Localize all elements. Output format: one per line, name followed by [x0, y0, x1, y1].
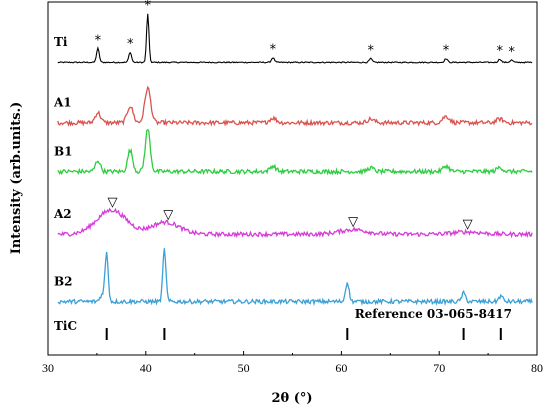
peak-marker-ti-5: * — [443, 44, 450, 59]
series-line-b2 — [57, 248, 533, 307]
peak-marker-a2-2: ▽ — [348, 215, 358, 230]
x-axis-title: 2θ (°) — [271, 391, 312, 406]
peak-marker-a2-3: ▽ — [463, 217, 473, 232]
series-layer — [57, 13, 533, 307]
reference-layer: TiC Reference 03-065-8417 — [54, 307, 512, 340]
peak-marker-ti-6: * — [497, 44, 504, 59]
peak-marker-a2-0: ▽ — [108, 195, 118, 210]
x-tick-label-80: 80 — [531, 361, 543, 375]
x-tick-label-60: 60 — [335, 361, 347, 375]
series-label-b1: B1 — [54, 144, 73, 158]
x-tick-label-50: 50 — [238, 361, 250, 375]
peak-marker-ti-7: * — [508, 45, 515, 60]
x-tick-label-70: 70 — [433, 361, 445, 375]
peak-marker-ti-3: * — [270, 43, 277, 58]
reference-card-label: Reference 03-065-8417 — [355, 307, 512, 321]
series-line-a1 — [57, 85, 533, 127]
series-line-ti — [57, 13, 533, 64]
series-line-b1 — [57, 128, 533, 176]
peak-marker-a2-1: ▽ — [163, 207, 173, 222]
peak-marker-ti-1: * — [127, 37, 134, 52]
series-label-tic: TiC — [54, 319, 77, 333]
series-line-a2 — [57, 207, 533, 239]
series-label-ti: Ti — [54, 35, 68, 49]
y-axis-title: Intensity (arb.units.) — [9, 102, 24, 254]
peak-marker-ti-2: * — [145, 0, 152, 14]
x-axis: 30 40 50 60 70 80 — [42, 351, 543, 375]
x-tick-label-40: 40 — [140, 361, 152, 375]
series-label-b2: B2 — [54, 274, 73, 288]
label-layer: Ti * * * * * * * * A1 B1 A2 ▽ ▽ ▽ ▽ B2 — [53, 0, 515, 288]
peak-marker-ti-4: * — [367, 44, 374, 59]
series-label-a2: A2 — [53, 207, 72, 221]
x-tick-label-30: 30 — [42, 361, 54, 375]
peak-marker-ti-0: * — [95, 33, 102, 48]
series-label-a1: A1 — [53, 96, 72, 110]
